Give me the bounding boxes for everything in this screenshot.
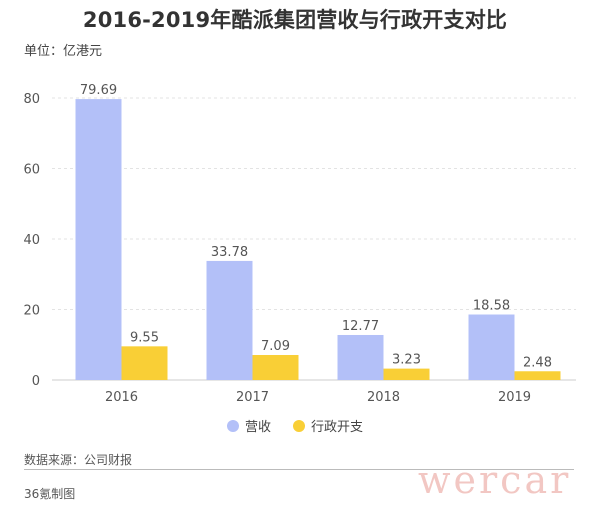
bar-admin-2018 (383, 368, 430, 380)
bars (75, 99, 561, 381)
y-tick-label: 80 (23, 92, 40, 107)
legend: 营收 行政开支 (0, 416, 590, 435)
data-label-revenue-2018: 12.77 (342, 319, 379, 334)
data-label-admin-2016: 9.55 (130, 330, 159, 345)
legend-item-admin[interactable]: 行政开支 (293, 416, 363, 435)
data-label-revenue-2017: 33.78 (211, 245, 248, 260)
watermark: wercar (418, 458, 572, 502)
bar-revenue-2018 (337, 334, 384, 380)
data-labels: 79.69 9.55 33.78 7.09 12.77 3.23 18.58 2.48 (80, 83, 552, 370)
legend-label-admin: 行政开支 (311, 420, 364, 435)
y-tick-label: 20 (23, 304, 40, 319)
data-label-admin-2019: 2.48 (523, 355, 552, 370)
bar-admin-2016 (121, 346, 168, 380)
legend-label-revenue: 营收 (244, 420, 271, 435)
x-tick-label-2019: 2019 (498, 390, 531, 405)
legend-swatch-revenue (226, 419, 239, 432)
y-tick-label: 60 (23, 163, 40, 178)
footer-divider (24, 469, 574, 470)
legend-item-revenue[interactable]: 营收 (226, 416, 271, 435)
bar-revenue-2016 (75, 99, 122, 381)
data-source: 数据来源：公司财报 (24, 453, 133, 467)
data-label-admin-2017: 7.09 (261, 339, 290, 354)
legend-swatch-admin (293, 419, 305, 432)
x-tick-label-2016: 2016 (105, 390, 138, 405)
unit-label: 单位：亿港元 (24, 44, 103, 59)
chart-title: 2016-2019年酷派集团营收与行政开支对比 (82, 8, 508, 32)
chart-credit: 36氪制图 (24, 487, 76, 501)
x-tick-label-2017: 2017 (236, 390, 269, 405)
x-tick-label-2018: 2018 (367, 390, 400, 405)
y-tick-label: 0 (32, 374, 40, 389)
bar-admin-2017 (252, 355, 299, 380)
x-axis-ticks: 2016 2017 2018 2019 (105, 390, 531, 405)
bar-revenue-2017 (206, 260, 253, 380)
y-tick-label: 40 (23, 233, 40, 248)
data-label-revenue-2016: 79.69 (80, 83, 117, 98)
bar-revenue-2019 (468, 314, 515, 380)
y-axis-ticks: 0 20 40 60 80 (23, 92, 40, 389)
bar-chart: 0 20 40 60 80 79.69 9.55 33.78 7.09 12.77 3.23 18.… (23, 83, 576, 405)
bar-admin-2019 (514, 371, 561, 380)
data-label-admin-2018: 3.23 (392, 353, 421, 368)
data-label-revenue-2019: 18.58 (473, 299, 510, 314)
